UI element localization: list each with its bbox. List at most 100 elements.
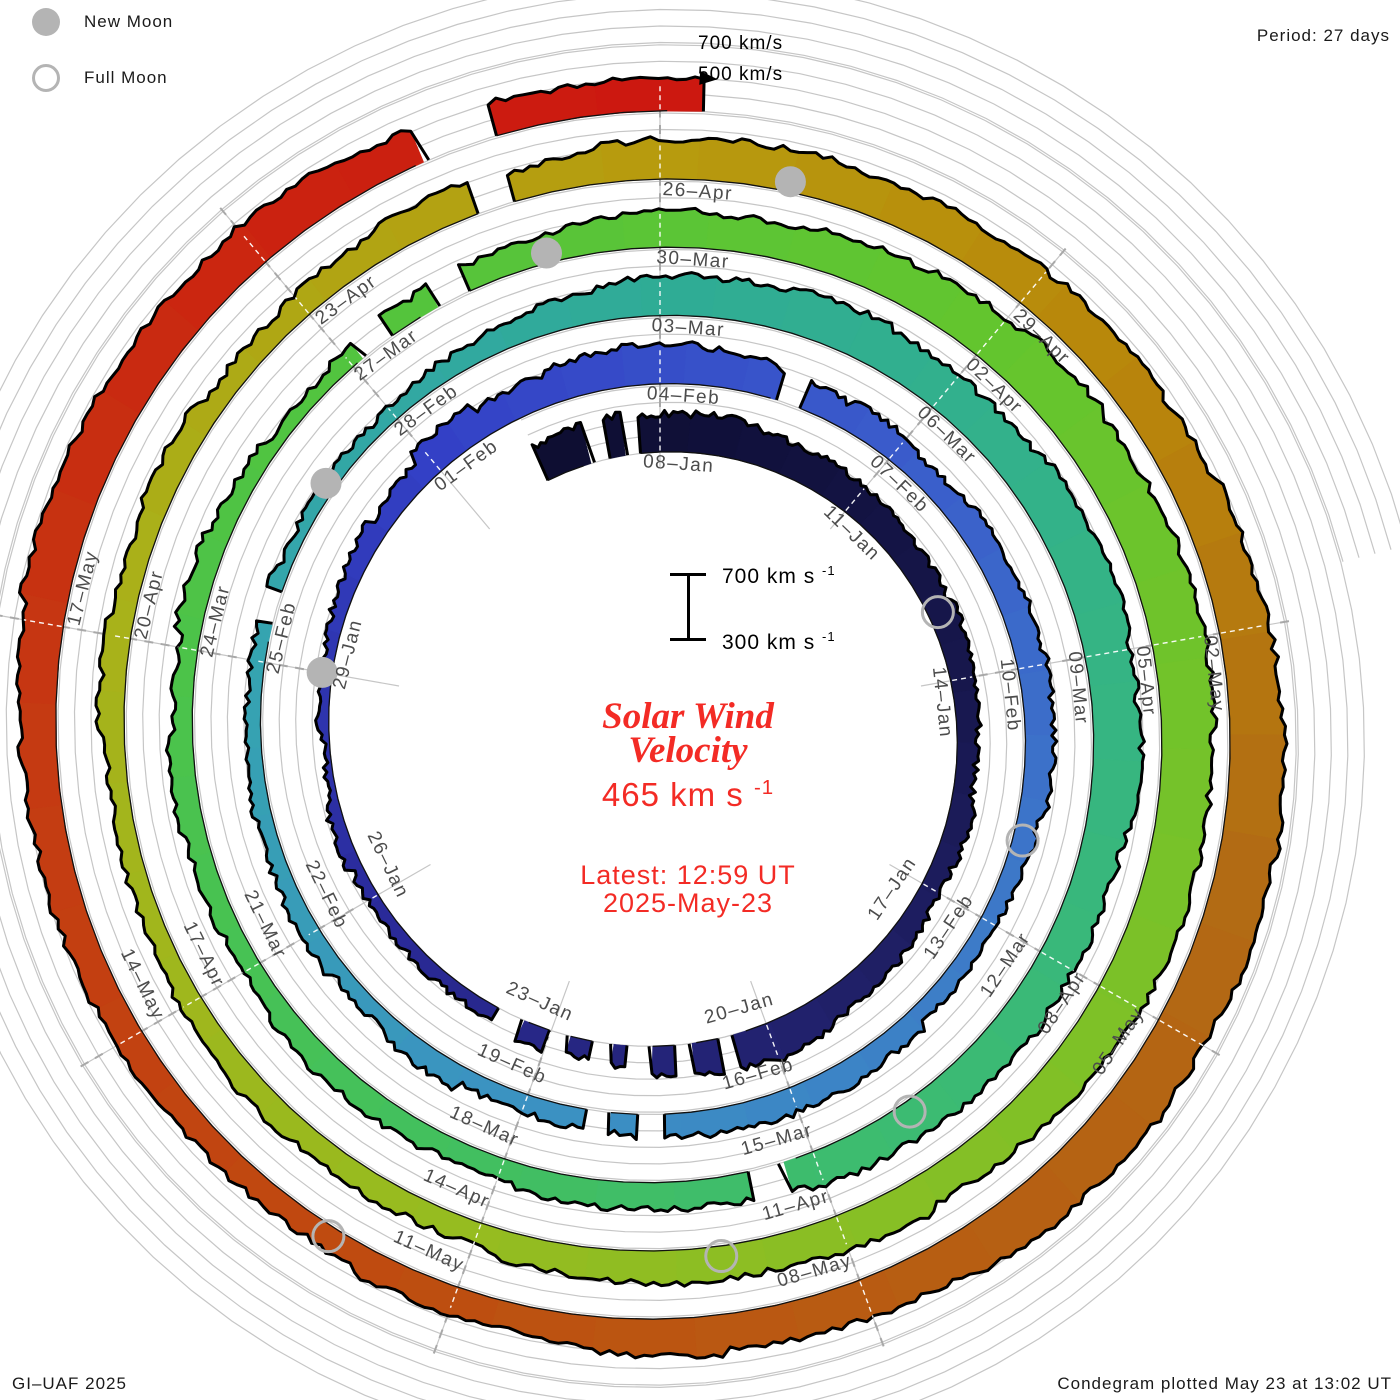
spoke-tick (798, 1114, 804, 1124)
band-crest (94, 181, 1219, 1288)
spoke-band-mark (1020, 271, 1047, 302)
band-baseline (281, 314, 1095, 1159)
spoke-tick (531, 1072, 537, 1082)
full-moon-marker (311, 1219, 346, 1254)
spoke-tick (278, 663, 288, 668)
spoke-tick (286, 942, 295, 949)
band-segment (600, 136, 701, 184)
latest-date-label: 2025-May-23 (602, 888, 774, 918)
spoke-tick (1005, 930, 1015, 938)
spoke-band-mark (1153, 635, 1202, 646)
date-label: 04–Feb (646, 383, 721, 409)
spoke-tick (850, 1257, 856, 1268)
spoke-band-mark (845, 488, 865, 511)
spoke-tick (906, 430, 914, 439)
band-segment (940, 791, 976, 850)
spoke-band-mark (242, 963, 259, 974)
spoke-tick (780, 1065, 786, 1075)
band-segment (594, 1179, 675, 1212)
spoke-tick (405, 429, 413, 438)
band-segment (225, 1155, 320, 1235)
band-segment (26, 804, 85, 914)
spoke-band-mark (345, 356, 353, 366)
spoke-tick (294, 666, 305, 671)
spoke-band-mark (859, 1281, 874, 1318)
latest-data-arrow (699, 70, 718, 85)
band-segment (1220, 631, 1286, 736)
full-moon-label: Full Moon (84, 68, 168, 87)
scale-label-300: 300 km s -1 (722, 629, 836, 654)
spoke-tick (211, 651, 221, 656)
spoke-tick (461, 1265, 467, 1275)
spoke-tick (1279, 620, 1290, 624)
date-label: 26–Apr (662, 179, 734, 205)
spoke-band-mark (933, 376, 959, 407)
spoke-band-mark (256, 660, 264, 663)
full-moon-icon (32, 64, 60, 92)
band-segment (594, 76, 705, 116)
spoke-tick (167, 1010, 177, 1017)
band-segment (907, 965, 964, 1033)
band-baseline (570, 1035, 593, 1042)
band-baseline (123, 212, 1163, 1252)
spoke-band-mark (1019, 663, 1043, 670)
spoke-tick (1078, 973, 1088, 980)
band-baseline (259, 641, 587, 1111)
band-segment (1084, 758, 1143, 842)
spoke-band-mark (241, 233, 266, 262)
band-baseline (547, 465, 584, 481)
spoke-tick (803, 1129, 809, 1139)
spoke-tick (508, 1136, 514, 1146)
spoke-band-mark (789, 1088, 798, 1107)
date-label: 23–Jan (503, 978, 577, 1026)
spoke-tick (160, 642, 170, 647)
full-moon-marker (704, 1239, 739, 1274)
band-crest (647, 1045, 678, 1080)
spoke-tick (94, 1052, 104, 1060)
date-label: 27–Mar (350, 325, 422, 385)
spoke-tick (345, 908, 354, 915)
chart-title-line1: Solar Wind (602, 696, 774, 737)
spoke-band-mark (423, 450, 441, 471)
band-crest (314, 340, 786, 1022)
spoke-tick (490, 1185, 496, 1195)
band-baseline (328, 382, 771, 1009)
band-crest (265, 271, 1146, 1193)
band-segment (334, 410, 394, 474)
spoke-band-mark (177, 646, 197, 651)
spoke-tick (212, 984, 222, 991)
band-baseline (652, 1044, 675, 1047)
band-segment (680, 1102, 749, 1139)
spoke-tick (361, 376, 369, 385)
spoke-tick (514, 1121, 520, 1131)
latest-time-label: Latest: 12:59 UT (580, 860, 796, 890)
band-crest (486, 75, 706, 137)
full-moon-marker (892, 1094, 927, 1129)
band-segment (306, 934, 364, 1000)
spoke-tick (946, 896, 956, 903)
band-segment (95, 689, 128, 784)
band-baseline (640, 451, 958, 1032)
full-moon-marker (920, 595, 955, 630)
spoke-band-mark (1086, 648, 1130, 658)
spoke-tick (467, 1249, 473, 1259)
band-crest (15, 129, 1289, 1360)
spoke-band-mark (520, 1096, 529, 1113)
new-moon-label: New Moon (84, 12, 174, 31)
spoke-band-mark (1041, 951, 1074, 972)
band-crest (377, 282, 442, 337)
outer-scale-500: 500 km/s (698, 64, 784, 85)
spoke-tick (1211, 1049, 1221, 1056)
spoke-band-mark (976, 321, 1005, 355)
new-moon-marker (530, 237, 562, 269)
band-crest (564, 1035, 594, 1061)
band-segment (301, 342, 364, 411)
spoke-tick (9, 616, 19, 620)
spoke-band-mark (836, 1217, 848, 1245)
spoke-band-mark (812, 1153, 824, 1181)
spoke-band-mark (119, 1031, 141, 1045)
spoke-tick (271, 950, 281, 957)
band-baseline (392, 316, 421, 337)
